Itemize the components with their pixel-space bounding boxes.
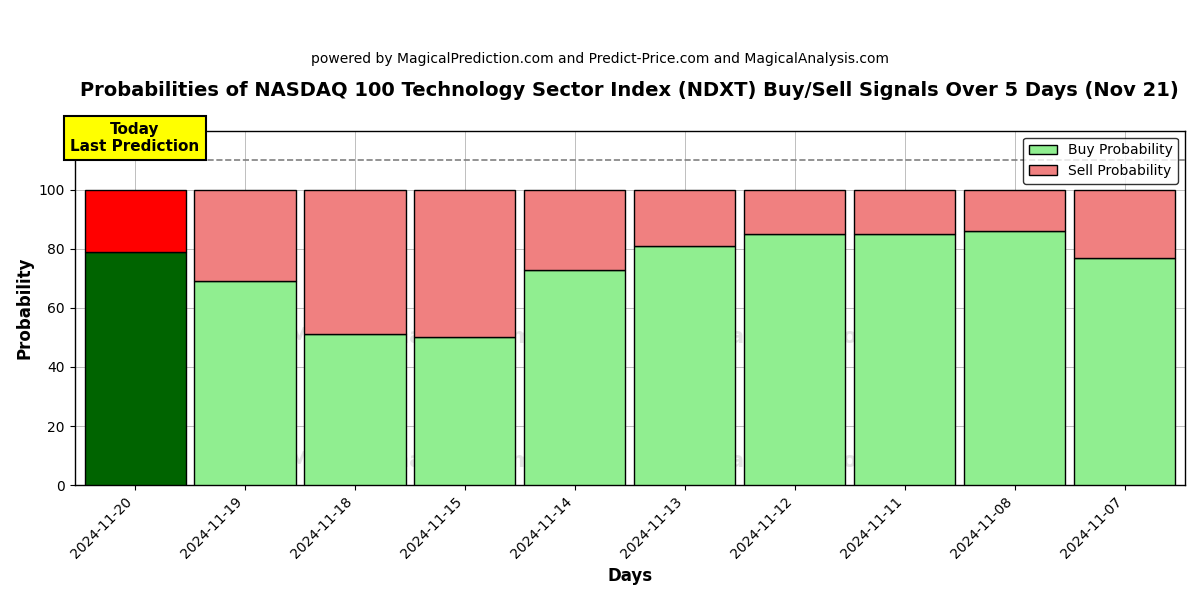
Bar: [305, 334, 406, 485]
Bar: [414, 337, 516, 485]
Bar: [194, 190, 295, 281]
Bar: [964, 190, 1066, 231]
Bar: [524, 190, 625, 269]
X-axis label: Days: Days: [607, 567, 653, 585]
Bar: [1074, 190, 1175, 257]
Text: Today
Last Prediction: Today Last Prediction: [71, 122, 199, 154]
Bar: [194, 281, 295, 485]
Bar: [84, 252, 186, 485]
Title: Probabilities of NASDAQ 100 Technology Sector Index (NDXT) Buy/Sell Signals Over: Probabilities of NASDAQ 100 Technology S…: [80, 81, 1180, 100]
Bar: [414, 190, 516, 337]
Bar: [305, 190, 406, 334]
Bar: [635, 246, 736, 485]
Text: powered by MagicalPrediction.com and Predict-Price.com and MagicalAnalysis.com: powered by MagicalPrediction.com and Pre…: [311, 52, 889, 66]
Bar: [964, 231, 1066, 485]
Bar: [744, 234, 845, 485]
Text: MagicalPrediction.com: MagicalPrediction.com: [661, 451, 929, 472]
Text: MagicalAnalysis.com: MagicalAnalysis.com: [288, 451, 533, 472]
Bar: [635, 190, 736, 246]
Bar: [1074, 257, 1175, 485]
Text: MagicalAnalysis.com: MagicalAnalysis.com: [288, 328, 533, 347]
Bar: [524, 269, 625, 485]
Bar: [84, 190, 186, 252]
Legend: Buy Probability, Sell Probability: Buy Probability, Sell Probability: [1024, 137, 1178, 184]
Text: MagicalPrediction.com: MagicalPrediction.com: [661, 328, 929, 347]
Bar: [854, 234, 955, 485]
Y-axis label: Probability: Probability: [16, 257, 34, 359]
Bar: [854, 190, 955, 234]
Bar: [744, 190, 845, 234]
